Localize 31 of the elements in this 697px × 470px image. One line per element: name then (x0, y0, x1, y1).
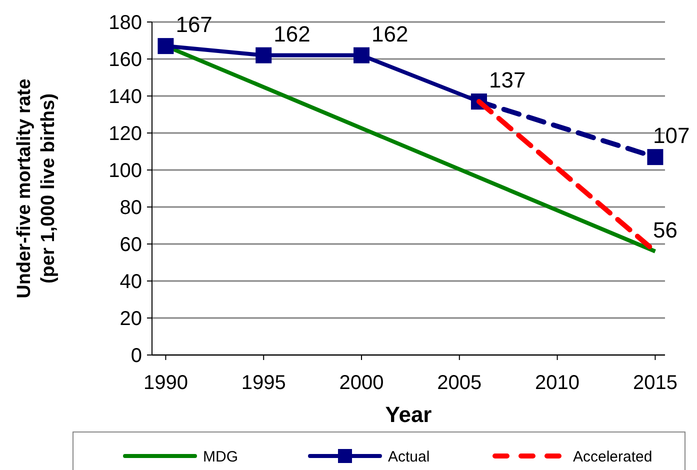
data-label: 107 (653, 123, 690, 148)
data-label: 167 (176, 12, 212, 38)
y-tick-label: 180 (108, 12, 142, 34)
y-tick-label: 160 (108, 49, 142, 71)
x-tick-label: 2015 (632, 372, 678, 394)
point (158, 38, 174, 54)
y-tick-label: 100 (108, 160, 142, 182)
point (647, 149, 664, 166)
y-tick-label: 20 (120, 308, 142, 330)
point (354, 47, 370, 64)
data-label: 162 (274, 21, 310, 46)
point (256, 47, 272, 64)
data-label: 137 (488, 68, 526, 93)
x-tick-label: 2005 (437, 372, 482, 394)
y-tick-label: 80 (120, 197, 142, 219)
legend-label: MDG (203, 448, 238, 466)
x-tick-label: 2000 (339, 372, 384, 394)
data-label: 56 (653, 217, 678, 242)
x-tick-label: 1995 (241, 372, 286, 394)
y-tick-label: 40 (120, 271, 142, 293)
x-axis-title: Year (385, 402, 432, 427)
y-tick-label: 0 (130, 345, 142, 367)
y-tick-label: 140 (108, 86, 142, 108)
x-tick-label: 1990 (143, 372, 188, 394)
y-tick-label: 120 (108, 123, 142, 145)
x-tick-label: 2010 (535, 372, 580, 394)
y-tick-label: 60 (120, 234, 142, 256)
legend-label: Accelerated (573, 448, 652, 466)
y-axis-title: Under-five mortality rate (per 1,000 live births) (14, 78, 59, 298)
data-label: 162 (372, 21, 408, 46)
legend-label: Actual (388, 448, 430, 466)
